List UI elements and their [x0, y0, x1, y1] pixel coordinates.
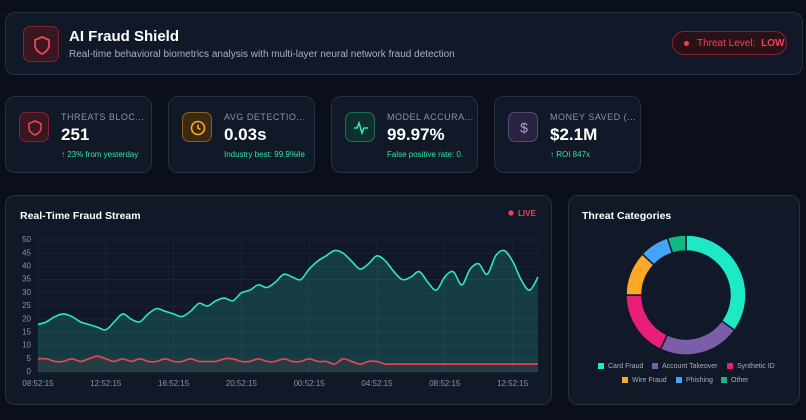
stat-icon [19, 112, 49, 142]
stat-card: AVG DETECTIO... 0.03s Industry best: 99.… [168, 96, 315, 173]
badge-value: LOW [761, 38, 785, 49]
stat-icon [182, 112, 212, 142]
stat-value: $2.1M [550, 125, 598, 144]
stat-sub: Industry best: 99.9%ile [224, 150, 305, 159]
stat-value: 0.03s [224, 125, 267, 144]
stat-value: 99.97% [387, 125, 445, 144]
stat-label: MONEY SAVED (... [550, 112, 637, 122]
stat-card: THREATS BLOC... 251 ↑ 23% from yesterday [5, 96, 152, 173]
stat-icon [345, 112, 375, 142]
stat-card: $ MONEY SAVED (... $2.1M ↑ ROI 847x [494, 96, 641, 173]
stat-label: MODEL ACCURA... [387, 112, 474, 122]
title: AI Fraud Shield [69, 28, 180, 45]
header: AI Fraud Shield Real-time behavioral bio… [5, 12, 803, 75]
categories-card [568, 195, 800, 405]
subtitle: Real-time behavioral biometrics analysis… [69, 49, 455, 60]
stat-label: THREATS BLOC... [61, 112, 145, 122]
svg-text:$: $ [520, 120, 528, 136]
stat-label: AVG DETECTIO... [224, 112, 306, 122]
stat-sub: ↑ ROI 847x [550, 150, 591, 159]
stat-sub: False positive rate: 0. [387, 150, 464, 159]
stat-icon: $ [508, 112, 538, 142]
stat-sub: ↑ 23% from yesterday [61, 150, 139, 159]
shield-icon [23, 26, 59, 62]
badge-label: Threat Level: [697, 38, 756, 49]
stream-card [5, 195, 552, 405]
threat-badge: Threat Level: LOW [672, 31, 787, 55]
stat-value: 251 [61, 125, 90, 144]
stat-card: MODEL ACCURA... 99.97% False positive ra… [331, 96, 478, 173]
